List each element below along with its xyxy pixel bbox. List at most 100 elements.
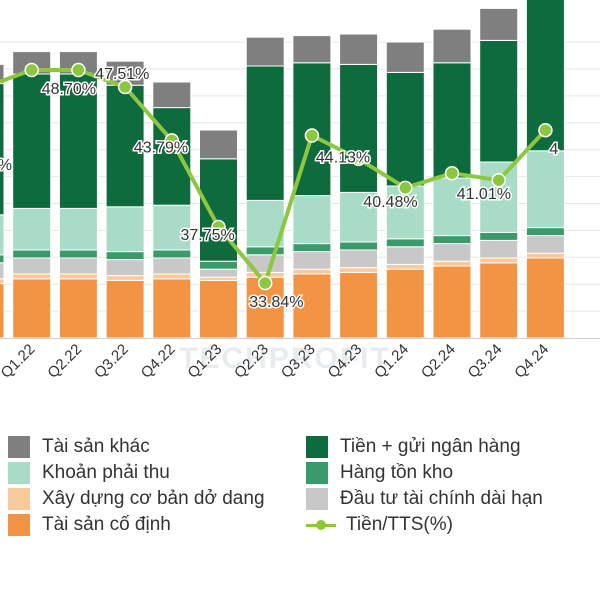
line-data-label: 4 <box>549 141 558 158</box>
bar-segment-kpt <box>152 204 192 251</box>
bar-segment-tien <box>432 62 472 179</box>
bar-segment-tien <box>479 39 519 163</box>
bar-segment-khac <box>479 7 519 41</box>
line-point <box>351 151 366 167</box>
bar-segment-ts_co_dinh <box>339 271 379 339</box>
bar-segment-htk <box>385 238 425 248</box>
bar-segment-ts_co_dinh <box>199 279 238 339</box>
bar-segment-khac <box>432 28 472 64</box>
line-point <box>398 180 413 196</box>
legend-item-cash[interactable]: Tiền + gửi ngân hàng <box>306 436 521 458</box>
bar-segment-htk <box>58 249 98 259</box>
bar-segment-dttc <box>199 268 238 278</box>
x-tick-label: Q4.22 <box>138 341 179 382</box>
line-point <box>491 172 506 188</box>
bar-segment-htk <box>339 241 379 251</box>
line-data-label: 47.51% <box>95 66 149 83</box>
x-tick-label: Q2.24 <box>418 341 459 382</box>
bar-segment-htk <box>292 243 332 253</box>
bar-segment-xdcb <box>479 257 519 264</box>
legend-item-other-assets[interactable]: Tài sản khác <box>8 436 150 458</box>
legend-label: Khoản phải thu <box>42 462 170 483</box>
bar-segment-ts_co_dinh <box>479 262 519 339</box>
bar-segment-ts_co_dinh <box>152 278 192 339</box>
line-data-label: 43.79% <box>134 139 188 156</box>
bar-segment-xdcb <box>12 273 52 280</box>
bar-segment-tien <box>58 73 98 209</box>
bar-segment-htk <box>199 260 238 270</box>
bar-segment-kpt <box>0 214 5 256</box>
legend-label: Tài sản khác <box>42 436 150 457</box>
line-point <box>211 219 226 235</box>
bar-segment-dttc <box>292 251 332 270</box>
bar-segment-htk <box>12 249 52 259</box>
bar-segment-khac <box>0 63 5 85</box>
legend-swatch-cash <box>306 436 328 458</box>
bar-segment-xdcb <box>105 275 145 281</box>
bar-segment-htk <box>105 251 145 261</box>
legend-item-lt-investment[interactable]: Đầu tư tài chính dài hạn <box>306 488 543 510</box>
bar-segment-kpt <box>105 206 145 253</box>
bar-segment-htk <box>0 254 5 264</box>
bar-segment-kpt <box>58 207 98 251</box>
bar-segment-ts_co_dinh <box>385 268 425 339</box>
bar-segment-khac <box>292 35 332 64</box>
legend-swatch-receivables <box>8 462 30 484</box>
legend-swatch-construction <box>8 488 30 510</box>
bar-segment-tien <box>0 83 5 216</box>
bar-segment-dttc <box>385 246 425 265</box>
bar-segment-xdcb <box>0 278 5 285</box>
bar-segment-tien <box>12 73 52 209</box>
bar-segment-khac <box>385 41 425 73</box>
legend-item-cash-ratio[interactable]: Tiền/TTS(%) <box>306 514 453 536</box>
bar-segment-khac <box>199 129 238 160</box>
line-data-label: 48.70% <box>42 81 96 98</box>
bar-segment-khac <box>152 81 192 109</box>
line-point <box>304 128 320 143</box>
bar-segment-xdcb <box>292 268 332 275</box>
bar-segment-xdcb <box>58 273 98 280</box>
line-data-label: 33.84% <box>249 294 303 311</box>
bar-segment-kpt <box>292 195 332 245</box>
bar-segment-kpt <box>525 150 565 229</box>
bar-segment-tien <box>105 84 145 208</box>
bar-segment-htk <box>152 249 192 259</box>
bar-segment-dttc <box>525 235 565 254</box>
legend-item-receivables[interactable]: Khoản phải thu <box>8 462 170 484</box>
bar-segment-tien <box>339 63 379 193</box>
bar-segment-dttc <box>339 249 379 269</box>
legend-swatch-other-assets <box>8 436 30 458</box>
bar-segment-dttc <box>152 257 192 275</box>
bar-segment-ts_co_dinh <box>525 257 565 339</box>
bar-segment-xdcb <box>152 273 192 280</box>
legend-label: Tiền/TTS(%) <box>346 514 453 535</box>
bar-segment-tien <box>152 107 192 206</box>
bar-segment-dttc <box>0 262 5 280</box>
line-point <box>257 275 273 291</box>
line-data-label: 37.75% <box>181 227 235 244</box>
legend-line-marker-icon <box>306 514 336 536</box>
bar-segment-dttc <box>58 257 98 275</box>
line-point <box>117 79 133 95</box>
bar-segment-dttc <box>12 257 52 275</box>
line-data-label: 41.01% <box>457 186 511 203</box>
line-point <box>538 122 553 138</box>
x-tick-label: Q1.22 <box>0 341 39 382</box>
bar-segment-khac <box>245 36 285 67</box>
line-point <box>24 62 39 78</box>
bar-segment-ts_co_dinh <box>105 279 145 339</box>
legend-swatch-fixed-assets <box>8 514 30 536</box>
legend-item-construction[interactable]: Xây dựng cơ bản dở dang <box>8 488 265 510</box>
bar-segment-xdcb <box>525 252 565 259</box>
legend-item-fixed-assets[interactable]: Tài sản cố định <box>8 514 171 536</box>
bar-segment-htk <box>479 231 519 241</box>
bar-segment-xdcb <box>432 260 472 267</box>
bar-segment-xdcb <box>385 263 425 270</box>
line-point <box>164 133 180 148</box>
bar-segment-dttc <box>432 243 472 262</box>
bar-segment-tien <box>245 65 285 201</box>
bar-segment-dttc <box>479 239 519 259</box>
bar-segment-htk <box>432 235 472 245</box>
legend-item-inventory[interactable]: Hàng tồn kho <box>306 462 453 484</box>
line-point <box>444 165 460 181</box>
